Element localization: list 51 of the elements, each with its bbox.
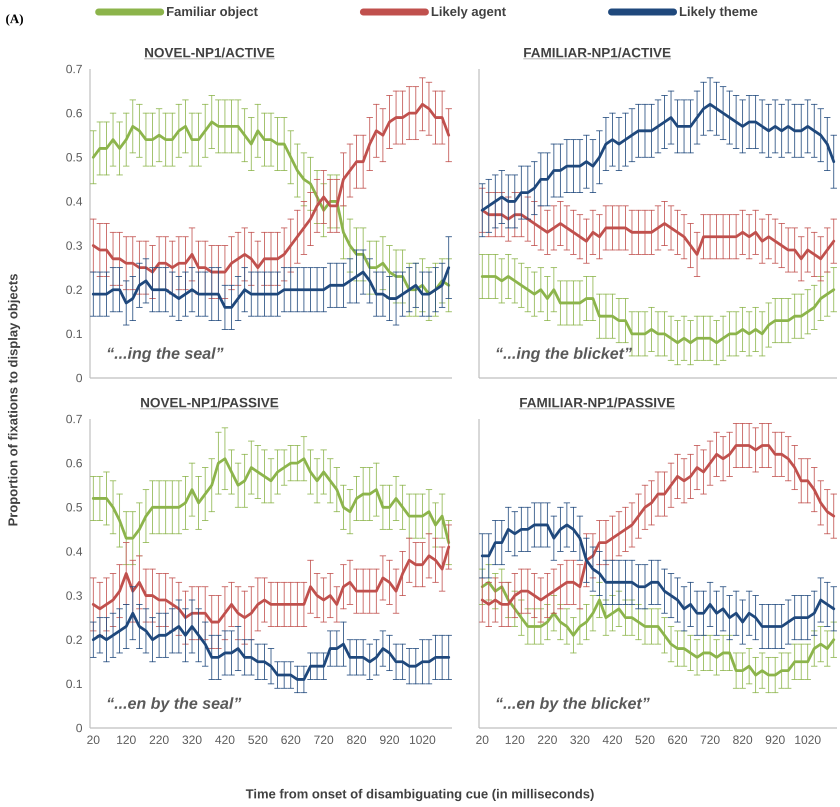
x-tick-label: 420 [215, 736, 234, 744]
y-tick-label: 0.1 [66, 330, 82, 338]
x-tick-label: 120 [506, 736, 524, 744]
y-tick-label: 0.6 [66, 108, 82, 118]
legend-label: Likely theme [680, 6, 758, 19]
y-tick-label: 0.7 [66, 64, 82, 74]
annotation: “...en by the seal” [108, 697, 242, 712]
text: (A) [6, 14, 23, 26]
x-tick-label: 20 [476, 736, 488, 744]
x-tick-label: 820 [347, 736, 366, 744]
y-axis-title: Proportion of fixations to display objects [8, 274, 20, 526]
x-tick-label: 620 [668, 736, 688, 744]
x-tick-label: 820 [733, 736, 752, 744]
y-tick-label: 0.7 [66, 414, 82, 424]
y-tick-label: 0.4 [66, 547, 82, 556]
x-tick-label: 520 [635, 736, 655, 744]
x-tick-label: 320 [570, 736, 590, 744]
chart-title: NOVEL-NP1/PASSIVE [141, 397, 278, 408]
x-tick-label: 920 [766, 736, 785, 744]
y-tick-label: 0 [76, 724, 82, 732]
y-tick-label: 0.6 [66, 458, 82, 468]
x-tick-label: 420 [602, 736, 622, 744]
x-tick-label: 920 [380, 736, 400, 744]
x-tick-label: 320 [182, 736, 202, 744]
y-tick-label: 0.3 [66, 241, 82, 250]
y-tick-label: 0.4 [66, 197, 82, 206]
y-tick-label: 0.1 [66, 680, 82, 688]
y-tick-label: 0 [76, 374, 82, 382]
legend-label: Familiar object [167, 6, 258, 19]
y-tick-label: 0.2 [66, 635, 82, 644]
y-tick-label: 0.3 [66, 591, 82, 600]
y-tick-label: 0.5 [66, 153, 82, 162]
y-tick-label: 0.5 [66, 503, 82, 512]
x-tick-label: 120 [117, 736, 136, 744]
x-tick-label: 20 [87, 736, 100, 744]
x-tick-label: 520 [248, 736, 268, 744]
chart-title: FAMILIAR-NP1/PASSIVE [520, 397, 675, 408]
x-tick-label: 220 [150, 736, 169, 744]
x-axis-title: Time from onset of disambiguating cue (in milliseconds) [246, 788, 594, 802]
x-tick-label: 720 [314, 736, 334, 744]
x-tick-label: 620 [281, 736, 300, 744]
legend-label: Likely agent [432, 6, 506, 19]
x-tick-label: 1020 [795, 736, 821, 744]
y-tick-label: 0.2 [66, 285, 82, 294]
x-tick-label: 720 [700, 736, 720, 744]
x-tick-label: 1020 [410, 736, 436, 744]
x-tick-label: 220 [538, 736, 557, 744]
annotation: “...en by the blicket” [496, 697, 650, 712]
chart-title: NOVEL-NP1/ACTIVE [145, 47, 274, 58]
annotation: “...ing the seal” [108, 347, 224, 362]
chart-title: FAMILIAR-NP1/ACTIVE [524, 47, 671, 58]
